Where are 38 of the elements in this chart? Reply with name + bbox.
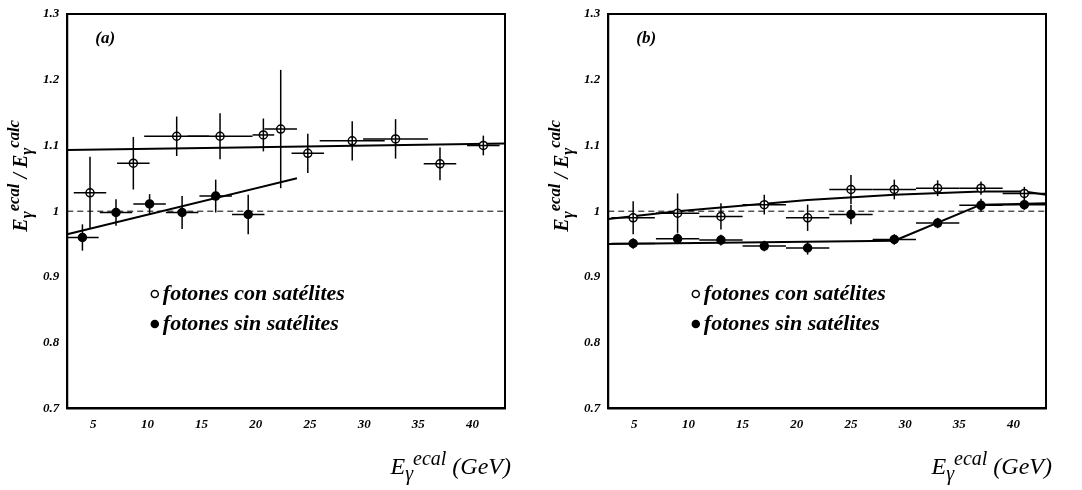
y-tick-label: 0.7 [584,399,601,415]
x-tick-label: 35 [951,415,967,431]
y-tick-label: 0.7 [43,399,60,415]
legend-label: fotones con satélites [703,279,886,305]
y-tick-label: 1.2 [584,71,601,87]
y-tick-label: 1.1 [43,136,60,152]
y-tick-label: 1.1 [584,136,601,152]
x-tick-label: 15 [736,415,750,431]
x-tick-label: 10 [140,415,155,431]
x-tick-label: 25 [302,415,317,431]
y-tick-label: 1 [52,202,60,218]
annotation: (a) [95,27,116,47]
x-axis-title: E$_{γ}$$^{ecal}$ (GeV) [390,447,511,485]
legend-label: fotones sin satélites [162,309,339,335]
x-tick-label: 15 [195,415,209,431]
legend-label: fotones con satélites [162,279,345,305]
y-tick-label: 1.3 [584,5,601,21]
y-tick-label: 1 [593,202,601,218]
x-tick-label: 30 [356,415,372,431]
y-tick-label: 1.2 [43,71,60,87]
x-tick-label: 40 [1005,415,1021,431]
y-tick-label: 0.9 [584,268,601,284]
y-tick-label: 1.3 [43,5,60,21]
x-tick-label: 5 [90,415,97,431]
x-axis-title: E$_{γ}$$^{ecal}$ (GeV) [931,447,1052,485]
x-tick-label: 20 [789,415,804,431]
x-tick-label: 10 [681,415,696,431]
y-tick-label: 0.8 [43,334,60,350]
y-tick-label: 0.8 [584,334,601,350]
x-tick-label: 35 [410,415,426,431]
y-tick-label: 0.9 [43,268,60,284]
x-tick-label: 40 [464,415,480,431]
x-tick-label: 25 [843,415,858,431]
x-tick-label: 5 [631,415,638,431]
x-tick-label: 30 [897,415,913,431]
x-tick-label: 20 [248,415,263,431]
legend-label: fotones sin satélites [703,309,880,335]
annotation: (b) [636,27,657,47]
